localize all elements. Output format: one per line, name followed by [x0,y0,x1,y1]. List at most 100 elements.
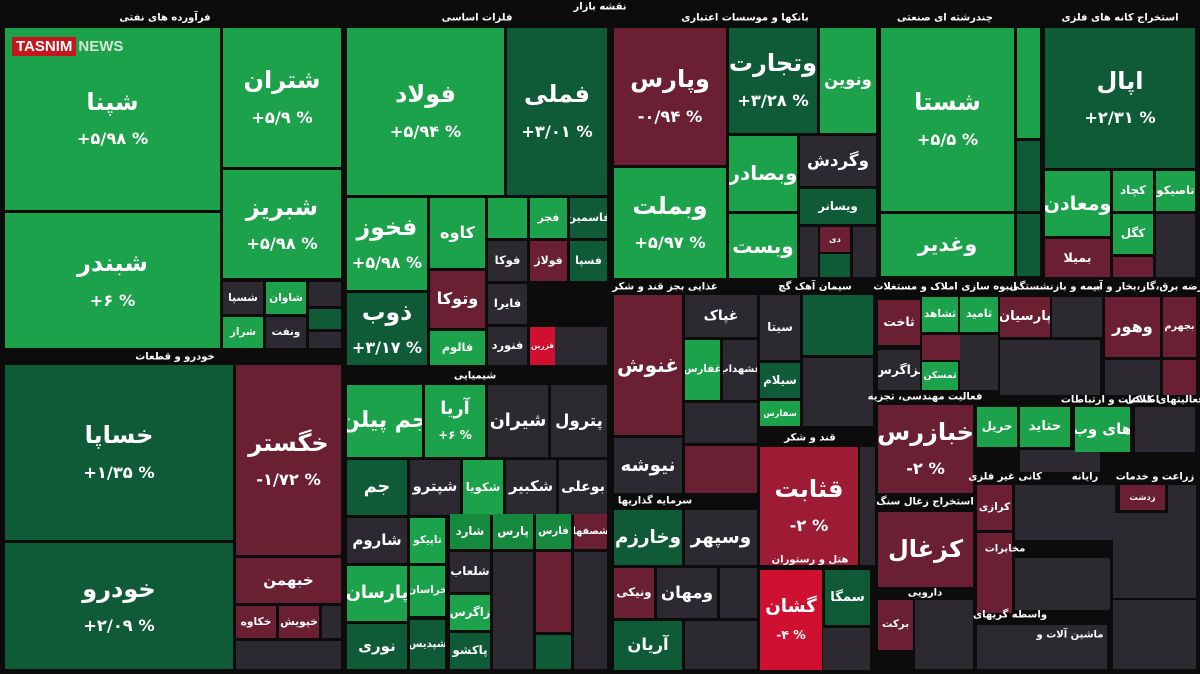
filler-tile [853,227,876,277]
stock-tile: ثامید [960,297,998,332]
filler-tile [536,552,571,632]
filler-tile [1052,297,1102,337]
stock-name: شپترو [412,478,458,496]
stock-tile: وسپهر [685,510,757,565]
logo-main: TASNIM [12,37,77,56]
stock-name: خبازرس [878,417,973,446]
stock-name: بوعلی [561,479,605,496]
stock-name: آریا [440,398,470,419]
stock-name: غپاک [703,307,739,324]
stock-name: جم پیلن [347,408,422,434]
filler-tile [536,635,571,669]
stock-name: برکت [881,618,910,631]
stock-tile: برکت [878,600,913,650]
stock-tile: ونفت [266,317,306,348]
stock-tile: سیتا [760,295,800,360]
stock-tile: کزغال [878,512,973,587]
stock-name: فاسمین [570,210,607,224]
stock-name: کگل [1120,226,1146,241]
stock-name: ثشاهد [923,308,957,321]
filler-tile [1000,340,1100,395]
sector-label: استخراج کانه های فلزی [1061,12,1179,24]
stock-name: شیران [489,410,547,431]
stock-name: شارد [455,523,485,538]
stock-name: فایرا [493,296,522,311]
stock-tile: وبصادر [729,136,797,211]
stock-name: حریل [981,419,1013,434]
stock-tile: کچاد [1113,171,1153,211]
sector-label: مخابرات [984,543,1026,555]
map-title: نقشه بازار [573,1,627,13]
stock-change: +۶ % [89,290,136,310]
stock-tile: شصفها [574,514,607,549]
stock-tile: فزرین [530,327,555,365]
stock-tile: وبست [729,214,797,278]
stock-tile: ویسانر [800,189,876,224]
stock-change: -۰/۹۴ % [637,106,703,126]
stock-tile: ونیکی [614,568,654,618]
stock-name: فخوز [356,213,418,242]
stock-tile: کرازی [977,485,1012,530]
stock-name: فالوم [441,340,474,355]
stock-tile: فولاژ [530,241,567,281]
filler-tile [488,198,527,238]
stock-tile: شکبیر [506,460,556,515]
stock-name: های وب [1075,419,1130,438]
stock-tile: خگستر -۱/۷۲ % [236,365,341,555]
stock-name: کزغال [887,534,964,563]
stock-name: پارس [497,523,529,538]
stock-name: فزرین [531,340,554,350]
stock-tile: فجر [530,198,567,238]
stock-change: +۳/۰۱ % [521,121,593,141]
stock-tile: ومعادن [1045,171,1110,236]
stock-tile: پاکشو [450,633,490,669]
stock-name: شاوان [269,290,303,304]
stock-name: حتاید [1028,419,1062,435]
stock-tile: جم پیلن [347,385,422,457]
filler-tile [922,335,960,360]
stock-name: شبریز [245,192,319,221]
stock-name: وبصادر [729,161,797,185]
stock-name: وبست [732,233,794,258]
stock-tile: اپال +۲/۳۱ % [1045,28,1195,168]
stock-tile: فالوم [430,331,485,365]
filler-tile [720,568,757,618]
filler-tile [574,552,607,669]
stock-tile: شسپا [223,282,263,314]
stock-name: پارسیان [1000,309,1050,325]
filler-tile [800,227,818,277]
stock-change: -۲ % [906,459,945,479]
stock-tile: ثزاگرس [878,350,920,390]
filler-tile [1156,214,1195,277]
sector-label: هتل و رستوران [771,554,849,566]
stock-name: کرازی [978,500,1011,513]
stock-tile: شارد [450,514,490,549]
stock-name: غنوش [617,352,679,377]
filler-tile [309,309,341,329]
stock-tile: شبندر +۶ % [5,213,220,348]
stock-name: سمگا [830,589,865,605]
filler-tile [685,446,757,493]
stock-name: خبهمن [263,570,314,589]
stock-tile: شپترو [410,460,460,515]
stock-name: وتوکا [436,289,479,309]
stock-name: شپنا [86,87,139,116]
stock-name: زاگرس [450,604,490,619]
stock-tile: حریل [977,407,1017,447]
sector-label: شیمیایی [453,370,497,382]
stock-name: ونیکی [616,585,652,600]
stock-tile: سیلام [760,363,800,398]
sector-label: انبوه سازی املاک و مستغلات [873,281,1017,293]
stock-tile: کگل [1113,214,1153,254]
stock-name: وغدیر [917,232,978,257]
stock-tile: خبهمن [236,558,341,603]
sector-label: سرمایه گذاریها [617,495,693,507]
stock-name: سفارس [763,407,797,418]
stock-name: وهور [1112,316,1153,336]
stock-tile: شپنا +۵/۹۸ % [5,28,220,210]
stock-tile: فسپا [570,241,607,281]
filler-tile [1015,558,1110,610]
stock-tile: غشهداب [723,340,757,400]
stock-change: +۲/۰۹ % [83,616,155,636]
